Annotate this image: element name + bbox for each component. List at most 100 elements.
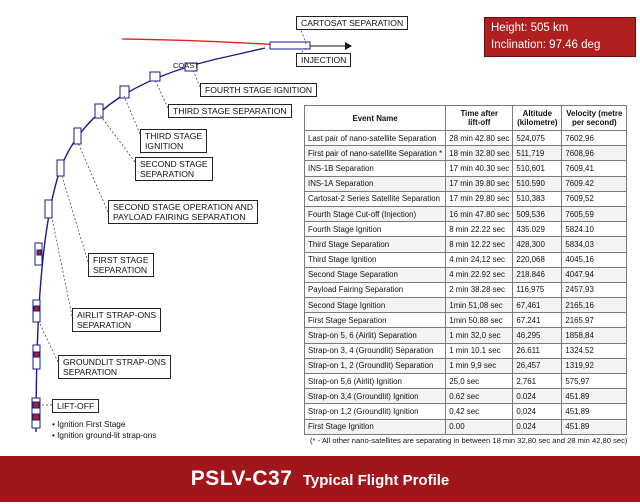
cartosat-separation-label: CARTOSAT SEPARATION <box>296 16 409 30</box>
table-row: Third Stage Ignition 4 min 24,12 sec 220,0… <box>303 251 628 268</box>
table-cell-altitude: 0.024 <box>512 418 563 435</box>
table-cell-velocity: 7605,59 <box>561 205 628 223</box>
flight-events-table: Event Name Time after lift-off Altitude … <box>303 105 628 435</box>
table-cell-velocity: 5824.10 <box>561 221 628 238</box>
table-row: Strap-on 1, 2 (Groundlit) Separation 1 mi… <box>303 357 628 375</box>
table-cell-velocity: 451.89 <box>561 418 628 435</box>
arrow-head <box>345 42 352 50</box>
table-cell-altitude: 511,719 <box>512 145 563 162</box>
table-row: Strap-on 3, 4 (Groundlit) Separation 1 mi… <box>303 342 628 359</box>
coast-label: COAST <box>173 61 199 70</box>
table-cell-time: 1 min 9,9 sec <box>445 357 514 375</box>
table-cell-velocity: 7609,41 <box>561 160 628 177</box>
table-cell-time: 17 min 39.80 sec <box>445 175 514 192</box>
table-row: First Stage Separation 1min 50.88 sec 67.2… <box>303 312 628 329</box>
first-stage-separation-label: FIRST STAGE SEPARATION <box>88 253 154 277</box>
table-cell-event: Strap-on 5, 6 (Airlit) Separation <box>303 327 447 344</box>
table-cell-velocity: 4045,16 <box>561 251 628 268</box>
inclination-value: Inclination: 97.46 deg <box>491 39 601 51</box>
second-stage-separation-label: SECOND STAGE SEPARATION <box>135 157 213 181</box>
title-banner <box>0 456 640 502</box>
table-cell-velocity: 2165.97 <box>561 312 628 329</box>
column-header-altitude: Altitude (kilometre) <box>512 105 563 131</box>
table-row: Last pair of nano-satellite Separation 28… <box>303 129 628 147</box>
table-cell-velocity: 1324.52 <box>561 342 628 359</box>
table-cell-time: 17 min 29.80 sec <box>445 190 514 207</box>
table-cell-event: Third Stage Ignition <box>303 251 447 268</box>
table-cell-time: 8 min 22.22 sec <box>445 221 514 238</box>
table-cell-altitude: 67,461 <box>512 297 563 314</box>
stage-segments <box>31 41 311 429</box>
liftoff-notes: • Ignition First Stage • Ignition ground… <box>52 419 156 441</box>
fourth-stage-ignition-label: FOURTH STAGE IGNITION <box>200 83 318 97</box>
table-row: Fourth Stage Cut-off (Injection) 16 min 4… <box>303 205 628 223</box>
table-row: INS-1A Separation 17 min 39.80 sec 510.590… <box>303 175 628 192</box>
table-row: Second Stage Separation 4 min 22.92 sec 21… <box>303 266 628 283</box>
table-row: First Stage Ignition 0.00 0.024 451.89 <box>303 418 628 435</box>
table-cell-time: 0,42 sec <box>445 403 514 420</box>
table-cell-time: 4 min 24,12 sec <box>445 251 514 268</box>
table-cell-velocity: 451,89 <box>561 403 628 420</box>
table-cell-altitude: 0,024 <box>512 403 563 420</box>
airlit-strapons-label: AIRLIT STRAP-ONS SEPARATION <box>72 308 162 332</box>
table-cell-event: First Stage Separation <box>303 312 447 329</box>
table-cell-event: Second Stage Ignition <box>303 297 447 314</box>
table-cell-time: 25,0 sec <box>445 372 514 390</box>
table-row: Fourth Stage Ignition 8 min 22.22 sec 435.… <box>303 221 628 238</box>
table-row: Third Stage Separation 8 min 12.22 sec 428… <box>303 236 628 253</box>
table-cell-time: 18 min 32.80 sec <box>445 145 514 162</box>
table-body: Last pair of nano-satellite Separation 28… <box>303 129 628 435</box>
table-cell-event: INS-1A Separation <box>303 175 447 192</box>
page-title: PSLV-C37 Typical Flight Profile <box>0 456 640 502</box>
table-cell-event: Fourth Stage Cut-off (Injection) <box>303 205 447 223</box>
liftoff-note: • Ignition ground-lit strap-ons <box>52 431 157 440</box>
table-cell-altitude: 0.024 <box>512 388 563 405</box>
table-cell-event: Strap-on 1,2 (Groundlit) Ignition <box>303 403 447 420</box>
table-cell-time: 1 min 32,0 sec <box>445 327 514 344</box>
table-cell-event: First Stage Ignition <box>303 418 447 435</box>
orbit-info-box: Height: 505 km Inclination: 97.46 deg <box>484 17 636 57</box>
table-cell-time: 17 min 40.30 sec <box>445 160 514 177</box>
table-cell-velocity: 575,97 <box>561 372 628 390</box>
table-cell-altitude: 509,536 <box>512 205 563 223</box>
table-cell-time: 1 min 10.1 sec <box>445 342 514 359</box>
table-cell-time: 2 min 38.28 sec <box>445 281 514 299</box>
table-cell-velocity: 2457,93 <box>561 281 628 299</box>
table-cell-time: 8 min 12.22 sec <box>445 236 514 253</box>
table-cell-event: Last pair of nano-satellite Separation <box>303 129 447 147</box>
table-cell-altitude: 26,457 <box>512 357 563 375</box>
table-row: First pair of nano-satellite Separation … <box>303 145 628 162</box>
second-stage-operation-label: SECOND STAGE OPERATION AND PAYLOAD FAIRI… <box>108 200 259 224</box>
table-cell-velocity: 451.89 <box>561 388 628 405</box>
table-cell-velocity: 5834,03 <box>561 236 628 253</box>
table-footnote: (* - All other nano-satellites are separ… <box>310 436 628 445</box>
groundlit-strapons-label: GROUNDLIT STRAP-ONS SEPARATION <box>58 355 171 379</box>
table-cell-event: Strap-on 5,6 (Airlit) Ignition <box>303 372 447 390</box>
table-cell-velocity: 4047.94 <box>561 266 628 283</box>
table-cell-altitude: 46,295 <box>512 327 563 344</box>
column-header-event: Event Name <box>303 105 447 131</box>
column-header-time: Time after lift-off <box>445 105 514 131</box>
liftoff-label: LIFT-OFF <box>52 399 100 413</box>
table-cell-altitude: 220,068 <box>512 251 563 268</box>
table-cell-altitude: 428,300 <box>512 236 563 253</box>
table-cell-velocity: 1858,84 <box>561 327 628 344</box>
height-value: Height: 505 km <box>491 22 569 34</box>
table-cell-altitude: 510,601 <box>512 160 563 177</box>
table-cell-event: Second Stage Separation <box>303 266 447 283</box>
table-cell-altitude: 510.590 <box>512 175 563 192</box>
table-cell-time: 1min 50.88 sec <box>445 312 514 329</box>
table-cell-time: 16 min 47.80 sec <box>445 205 514 223</box>
table-row: Cartosat-2 Series Satellite Separation 17… <box>303 190 628 207</box>
table-cell-event: INS-1B Separation <box>303 160 447 177</box>
table-cell-velocity: 7609.42 <box>561 175 628 192</box>
table-cell-velocity: 2165,16 <box>561 297 628 314</box>
table-row: Strap-on 5,6 (Airlit) Ignition 25,0 sec 2,… <box>303 372 628 390</box>
injection-label: INJECTION <box>296 53 352 67</box>
table-cell-time: 4 min 22.92 sec <box>445 266 514 283</box>
table-cell-time: 1min 51,08 sec <box>445 297 514 314</box>
table-header-row: Event Name Time after lift-off Altitude … <box>303 105 628 131</box>
table-cell-altitude: 67.241 <box>512 312 563 329</box>
table-cell-altitude: 218.846 <box>512 266 563 283</box>
